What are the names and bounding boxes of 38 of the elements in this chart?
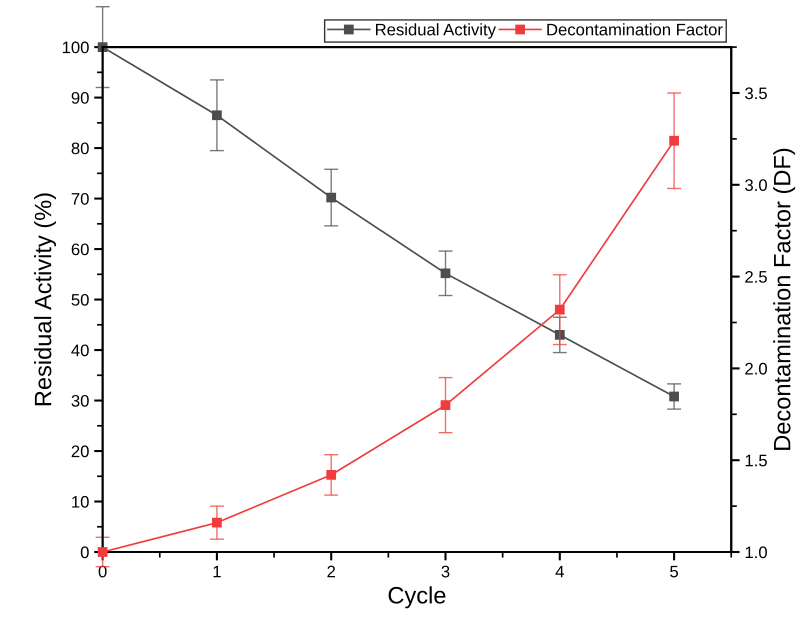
y2-tick-label: 1.5 — [746, 454, 767, 466]
point — [326, 470, 336, 480]
y-tick-label: 80 — [72, 142, 89, 154]
point — [440, 400, 450, 410]
y-tick-label: 90 — [72, 92, 89, 104]
point — [669, 392, 679, 402]
x-axis-title: Cycle — [388, 586, 446, 608]
point — [212, 110, 222, 120]
y-tick-label: 30 — [72, 394, 89, 407]
y-axis-title: Residual Activity (%) — [34, 193, 56, 406]
point — [212, 518, 222, 528]
x-tick-label: 4 — [556, 566, 564, 578]
point — [440, 268, 450, 278]
point — [98, 547, 108, 557]
y2-tick-label: 3.5 — [745, 87, 767, 100]
y-tick-label: 50 — [72, 294, 89, 306]
y2-axis-title: Decontamination Factor (DF) — [773, 148, 796, 450]
x-tick-label: 3 — [442, 566, 450, 578]
point — [669, 136, 679, 146]
legend-label: Decontamination Factor — [547, 23, 723, 36]
x-tick-label: 5 — [670, 566, 678, 578]
x-tick-label: 2 — [327, 566, 336, 578]
y2-tick-label: 3.0 — [745, 179, 767, 192]
y-tick-label: 10 — [72, 496, 89, 508]
y-tick-label: 0 — [80, 546, 89, 558]
y-tick-label: 70 — [72, 192, 89, 205]
x-tick-label: 0 — [98, 566, 107, 578]
point — [554, 304, 565, 315]
y-tick-label: 100 — [62, 42, 89, 54]
x-tick-label: 1 — [214, 566, 221, 578]
y2-tick-label: 2.5 — [745, 271, 767, 283]
y-tick-label: 20 — [72, 445, 89, 458]
point — [326, 192, 336, 202]
legend-label: Residual Activity — [376, 23, 496, 39]
y2-tick-label: 1.0 — [746, 546, 767, 558]
y2-tick-label: 2.0 — [745, 362, 767, 375]
y-tick-label: 40 — [71, 344, 89, 356]
y-tick-label: 60 — [72, 243, 89, 256]
